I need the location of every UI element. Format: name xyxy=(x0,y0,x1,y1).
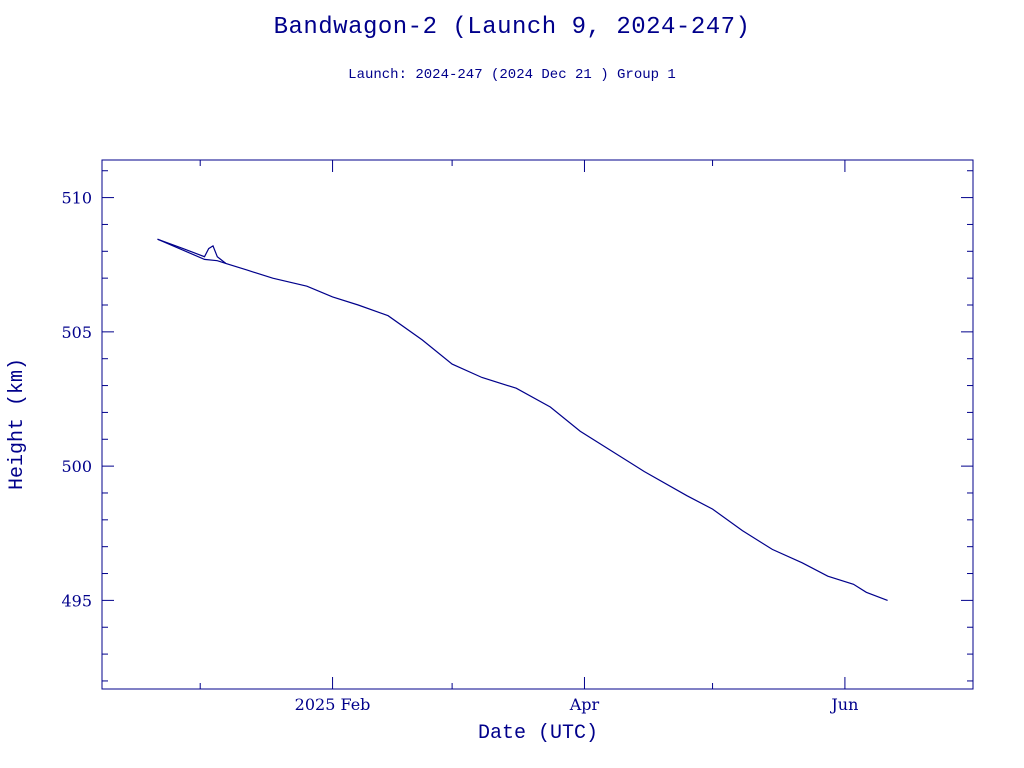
y-tick-label: 505 xyxy=(61,323,92,342)
series-line-1 xyxy=(157,238,888,601)
x-tick-label: Jun xyxy=(829,695,858,714)
chart-subtitle: Launch: 2024-247 (2024 Dec 21 ) Group 1 xyxy=(348,67,676,83)
y-tick-label: 510 xyxy=(61,189,92,208)
series-line-2 xyxy=(157,238,226,264)
y-tick-label: 495 xyxy=(61,591,92,610)
series-lines xyxy=(157,238,888,601)
axis-ticks: 495 500 505 510 2025 Feb Apr Jun xyxy=(61,160,974,714)
y-tick-label: 500 xyxy=(61,457,92,476)
plot-frame xyxy=(101,159,974,690)
x-tick-label: 2025 Feb xyxy=(295,695,371,714)
chart-title: Bandwagon-2 (Launch 9, 2024-247) xyxy=(273,14,751,41)
y-axis-label: Height (km) xyxy=(6,358,29,490)
x-tick-label: Apr xyxy=(569,695,600,714)
x-axis-label: Date (UTC) xyxy=(478,722,598,745)
